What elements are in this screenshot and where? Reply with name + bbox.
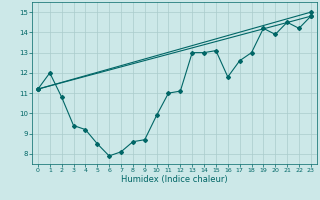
X-axis label: Humidex (Indice chaleur): Humidex (Indice chaleur) (121, 175, 228, 184)
